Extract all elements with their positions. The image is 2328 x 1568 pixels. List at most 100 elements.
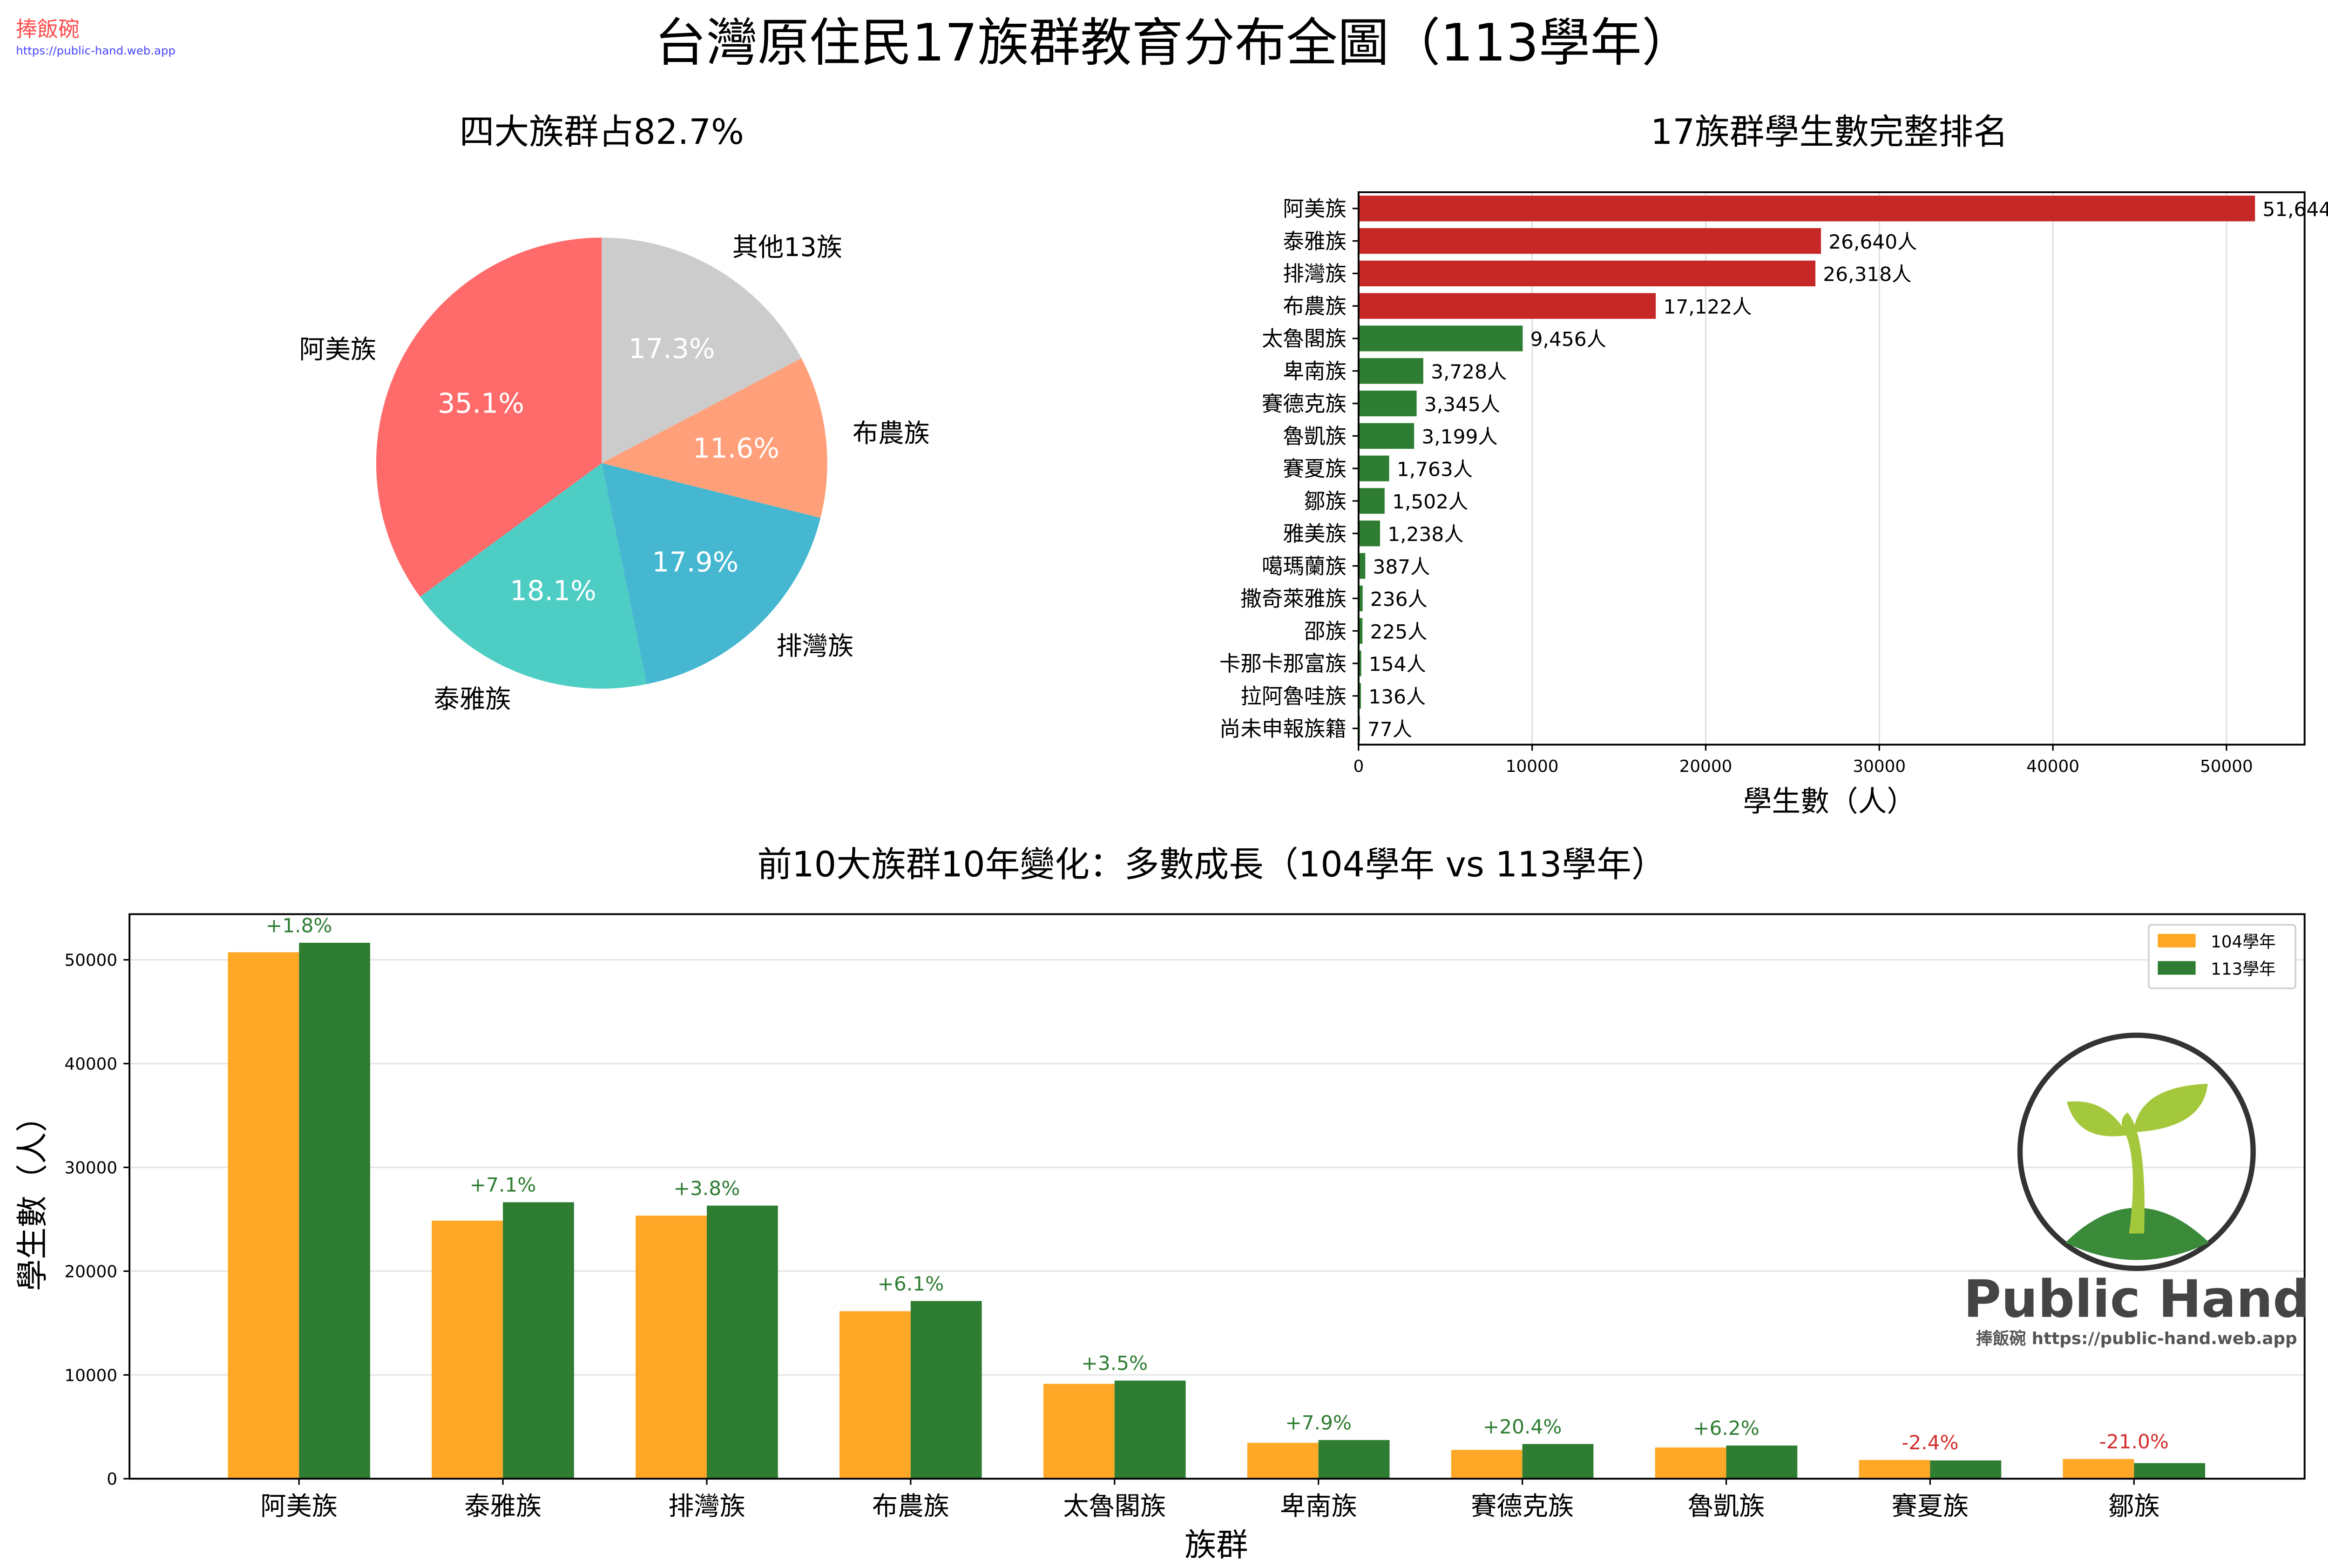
data-label: 136人	[1368, 685, 1426, 708]
x-tick-label: 布農族	[872, 1492, 949, 1521]
y-tick-label: 卑南族	[1283, 359, 1347, 384]
data-label: 387人	[1373, 555, 1430, 578]
x-tick-label: 泰雅族	[464, 1492, 541, 1521]
y-tick-label: 20000	[64, 1262, 117, 1281]
figure-title: 台灣原住民17族群教育分布全圖（113學年）	[655, 13, 1693, 73]
data-label: 17,122人	[1663, 295, 1752, 318]
bar-104學年	[839, 1311, 911, 1479]
y-tick-label: 卡那卡那富族	[1219, 651, 1347, 676]
pie-chart: 阿美族 35.1% 泰雅族 18.1% 排灣族 17.9% 布農族 11.6% 其他13族 17.…	[299, 233, 929, 715]
bar	[1358, 585, 1363, 612]
bar-113學年	[1726, 1445, 1798, 1479]
y-tick-label: 10000	[64, 1366, 117, 1385]
bar	[1358, 325, 1523, 351]
hbar-xlabel: 學生數（人）	[1743, 785, 1916, 818]
data-label: 3,199人	[1421, 426, 1497, 448]
watermark-url: https://public-hand.web.app	[16, 44, 176, 57]
bar-113學年	[299, 943, 370, 1479]
data-label: 3,345人	[1424, 393, 1500, 416]
bar-113學年	[910, 1301, 982, 1479]
bar-104學年	[1247, 1443, 1319, 1479]
x-tick-label: 賽德克族	[1471, 1492, 1574, 1521]
y-tick-label: 尚未申報族籍	[1219, 716, 1347, 741]
bar	[1358, 293, 1656, 319]
bar	[1358, 520, 1381, 547]
bar-title: 前10大族群10年變化：多數成長（104學年 vs 113學年）	[757, 844, 1666, 885]
bar-113學年	[1522, 1444, 1594, 1479]
pie-percent-label: 18.1%	[510, 575, 596, 607]
y-tick-label: 噶瑪蘭族	[1262, 554, 1347, 579]
data-label: 26,640人	[1828, 230, 1917, 253]
y-tick-label: 鄒族	[1304, 489, 1347, 514]
pie-category-label: 泰雅族	[434, 685, 511, 715]
bar	[1358, 455, 1389, 481]
bar-113學年	[1114, 1380, 1186, 1479]
y-tick-label: 泰雅族	[1283, 229, 1347, 254]
legend-label-104: 104學年	[2211, 933, 2276, 952]
pie-slice	[602, 463, 821, 684]
x-tick-label: 賽夏族	[1892, 1492, 1969, 1521]
bar-104學年	[636, 1216, 707, 1479]
pie-slice	[602, 237, 802, 463]
bar-113學年	[2134, 1463, 2206, 1479]
x-tick-label: 鄒族	[2108, 1492, 2160, 1521]
legend-swatch-104	[2158, 933, 2196, 948]
grouped-bar-chart: 0 10000 20000 30000 40000 50000 +1.8% 阿美族 +7.1% 泰…	[64, 913, 2306, 1521]
bar	[1358, 358, 1423, 384]
change-label: -2.4%	[1902, 1431, 1959, 1454]
x-tick-label: 40000	[2026, 757, 2079, 776]
change-label: +6.2%	[1693, 1417, 1760, 1440]
public-hand-logo: Public Hand 捧飯碗 https://public-hand.web.…	[1963, 1032, 2310, 1348]
y-tick-label: 魯凱族	[1283, 424, 1347, 449]
y-tick-label: 排灣族	[1283, 262, 1347, 286]
pie-category-label: 布農族	[853, 419, 930, 449]
pie-category-label: 其他13族	[732, 233, 842, 263]
pie-title: 四大族群占82.7%	[460, 112, 744, 152]
pie-slice	[420, 463, 647, 689]
logo-text: Public Hand	[1963, 1269, 2309, 1329]
data-label: 236人	[1370, 588, 1428, 611]
axes-frame	[129, 913, 2306, 1480]
data-label: 1,763人	[1397, 458, 1473, 480]
x-tick-label: 排灣族	[668, 1492, 745, 1521]
x-tick-label: 50000	[2200, 757, 2253, 776]
data-label: 3,728人	[1431, 360, 1507, 383]
x-tick-label: 20000	[1679, 757, 1732, 776]
data-label: 77人	[1367, 718, 1412, 741]
x-tick-label: 阿美族	[260, 1492, 338, 1521]
legend-label-113: 113學年	[2211, 960, 2276, 979]
axes-frame	[1357, 191, 2306, 746]
bar	[1358, 196, 2255, 222]
bar-104學年	[432, 1220, 503, 1479]
x-tick-label: 0	[1353, 757, 1364, 776]
y-tick-label: 30000	[64, 1158, 117, 1177]
pie-category-label: 排灣族	[776, 631, 853, 661]
bar-104學年	[2063, 1459, 2134, 1479]
bar	[1358, 228, 1821, 254]
pie-percent-label: 17.3%	[629, 333, 715, 365]
y-tick-label: 0	[107, 1470, 117, 1489]
y-tick-label: 撒奇萊雅族	[1240, 587, 1347, 611]
bar	[1358, 553, 1366, 579]
y-tick-label: 拉阿魯哇族	[1240, 684, 1347, 709]
pie-slice	[376, 237, 602, 597]
bar-104學年	[1655, 1447, 1726, 1479]
bar-xlabel: 族群	[1184, 1527, 1248, 1564]
change-label: +7.9%	[1285, 1411, 1352, 1434]
y-tick-label: 雅美族	[1283, 521, 1347, 546]
x-tick-label: 魯凱族	[1688, 1492, 1765, 1521]
bar-113學年	[503, 1202, 574, 1479]
bar	[1358, 618, 1363, 644]
bar-113學年	[1318, 1440, 1390, 1479]
y-tick-label: 40000	[64, 1055, 117, 1074]
y-tick-label: 邵族	[1304, 619, 1347, 643]
data-label: 154人	[1369, 653, 1426, 676]
bar-113學年	[706, 1205, 778, 1479]
y-tick-label: 賽夏族	[1283, 456, 1347, 481]
pie-percent-label: 35.1%	[438, 387, 524, 419]
y-tick-label: 阿美族	[1283, 196, 1347, 221]
x-tick-label: 卑南族	[1280, 1492, 1357, 1521]
logo-subtext: 捧飯碗 https://public-hand.web.app	[1976, 1329, 2297, 1348]
bar-113學年	[1930, 1460, 2002, 1479]
